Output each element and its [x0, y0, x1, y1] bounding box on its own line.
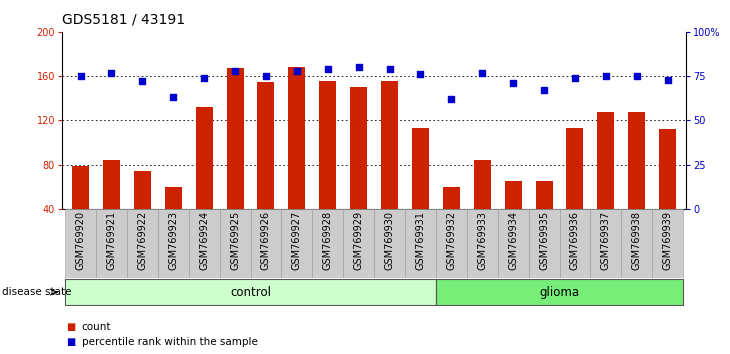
- Bar: [226, 68, 244, 253]
- Bar: [374, 209, 405, 278]
- Bar: [536, 181, 553, 253]
- Text: GSM769936: GSM769936: [570, 211, 580, 270]
- Bar: [559, 209, 591, 278]
- Bar: [659, 129, 676, 253]
- Text: GSM769926: GSM769926: [261, 211, 271, 270]
- Text: GSM769924: GSM769924: [199, 211, 210, 270]
- Bar: [498, 209, 529, 278]
- Bar: [312, 209, 343, 278]
- Bar: [319, 81, 337, 253]
- Bar: [65, 209, 96, 278]
- Point: [538, 87, 550, 93]
- Bar: [566, 128, 583, 253]
- Text: GSM769929: GSM769929: [353, 211, 364, 270]
- Point: [106, 70, 118, 75]
- Point: [662, 77, 674, 82]
- Text: GSM769932: GSM769932: [446, 211, 456, 270]
- Point: [445, 96, 457, 102]
- Bar: [474, 160, 491, 253]
- Text: GSM769927: GSM769927: [292, 211, 302, 270]
- Point: [600, 73, 612, 79]
- Point: [229, 68, 241, 74]
- Bar: [343, 209, 374, 278]
- Point: [507, 80, 519, 86]
- Bar: [591, 209, 621, 278]
- Text: GSM769935: GSM769935: [539, 211, 549, 270]
- Text: glioma: glioma: [539, 286, 580, 298]
- Bar: [220, 209, 250, 278]
- Point: [291, 68, 303, 74]
- Point: [477, 70, 488, 75]
- Bar: [504, 181, 522, 253]
- Bar: [597, 112, 615, 253]
- Text: GSM769921: GSM769921: [107, 211, 117, 270]
- Point: [137, 79, 148, 84]
- Bar: [103, 160, 120, 253]
- Bar: [96, 209, 127, 278]
- Bar: [629, 112, 645, 253]
- Text: control: control: [230, 286, 271, 298]
- Bar: [436, 209, 466, 278]
- Bar: [127, 209, 158, 278]
- Bar: [381, 81, 398, 253]
- Bar: [436, 279, 683, 305]
- Point: [569, 75, 581, 81]
- Bar: [134, 171, 151, 253]
- Point: [631, 73, 642, 79]
- Bar: [258, 82, 274, 253]
- Text: ■: ■: [66, 337, 75, 347]
- Bar: [288, 67, 305, 253]
- Text: percentile rank within the sample: percentile rank within the sample: [82, 337, 258, 347]
- Bar: [250, 209, 282, 278]
- Bar: [158, 209, 189, 278]
- Text: GSM769939: GSM769939: [663, 211, 672, 270]
- Point: [167, 95, 179, 100]
- Bar: [405, 209, 436, 278]
- Text: disease state: disease state: [2, 287, 72, 297]
- Bar: [72, 166, 89, 253]
- Text: GSM769934: GSM769934: [508, 211, 518, 270]
- Bar: [529, 209, 559, 278]
- Bar: [189, 209, 220, 278]
- Text: ■: ■: [66, 322, 75, 332]
- Text: GDS5181 / 43191: GDS5181 / 43191: [62, 12, 185, 27]
- Bar: [350, 87, 367, 253]
- Bar: [412, 128, 429, 253]
- Text: GSM769920: GSM769920: [76, 211, 85, 270]
- Text: GSM769928: GSM769928: [323, 211, 333, 270]
- Bar: [443, 187, 460, 253]
- Bar: [165, 187, 182, 253]
- Text: GSM769923: GSM769923: [169, 211, 178, 270]
- Point: [322, 66, 334, 72]
- Text: GSM769933: GSM769933: [477, 211, 487, 270]
- Bar: [65, 279, 436, 305]
- Text: GSM769925: GSM769925: [230, 211, 240, 270]
- Point: [74, 73, 86, 79]
- Text: GSM769922: GSM769922: [137, 211, 147, 270]
- Point: [415, 72, 426, 77]
- Bar: [466, 209, 498, 278]
- Point: [353, 64, 364, 70]
- Bar: [196, 107, 212, 253]
- Text: GSM769937: GSM769937: [601, 211, 611, 270]
- Point: [384, 66, 396, 72]
- Point: [260, 73, 272, 79]
- Text: GSM769938: GSM769938: [631, 211, 642, 270]
- Bar: [652, 209, 683, 278]
- Point: [199, 75, 210, 81]
- Bar: [282, 209, 312, 278]
- Bar: [621, 209, 652, 278]
- Text: GSM769931: GSM769931: [415, 211, 426, 270]
- Text: count: count: [82, 322, 111, 332]
- Text: GSM769930: GSM769930: [385, 211, 395, 270]
